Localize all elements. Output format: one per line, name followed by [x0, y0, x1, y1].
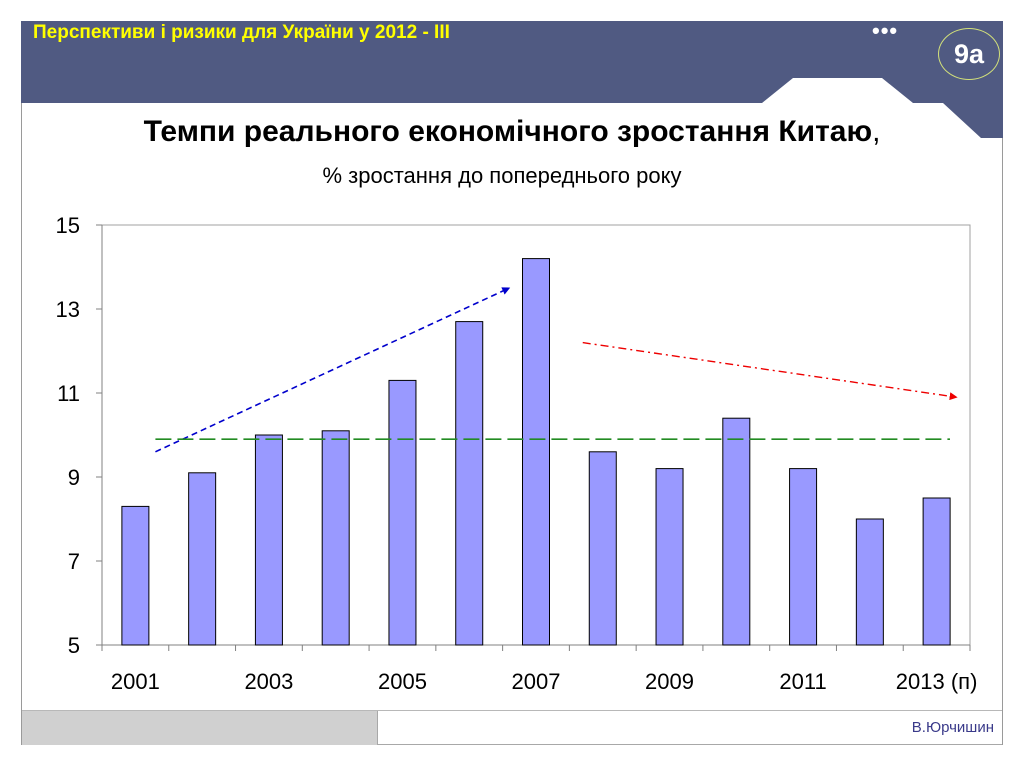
chart-title-suffix: , [872, 115, 881, 148]
bar [922, 497, 951, 646]
bar [388, 379, 417, 646]
author-label: В.Юрчишин [911, 719, 994, 736]
trend-up-arrow [155, 287, 511, 453]
x-tick-label: 2007 [512, 669, 561, 694]
footer-box: В.Юрчишин [377, 711, 1002, 745]
x-tick-label: 2001 [111, 669, 160, 694]
bar [855, 518, 884, 646]
x-tick-label: 2013 (п) [896, 669, 978, 694]
bar [522, 258, 550, 646]
bar [188, 472, 217, 646]
bar [722, 417, 751, 646]
slide-number-badge: 9a [938, 28, 1000, 80]
bar [655, 468, 684, 646]
x-tick-label: 2005 [378, 669, 427, 694]
y-tick-label: 11 [57, 381, 80, 406]
bar [588, 451, 617, 646]
bar [789, 468, 818, 646]
bar [321, 430, 350, 646]
chart-title: Темпи реального економічного зростання К… [0, 115, 1024, 149]
y-tick-label: 15 [56, 213, 80, 238]
x-tick-label: 2009 [645, 669, 694, 694]
bar [455, 321, 484, 646]
footer-band: В.Юрчишин [22, 710, 1002, 745]
x-tick-label: 2003 [244, 669, 293, 694]
chart-subtitle: % зростання до попереднього року [322, 163, 682, 188]
chart-title-text: Темпи реального економічного зростання К… [143, 115, 873, 148]
y-tick-label: 5 [68, 633, 80, 658]
header-band [21, 21, 1003, 138]
y-tick-label: 7 [68, 549, 80, 574]
bar [254, 434, 283, 646]
bar [121, 505, 150, 646]
y-tick-label: 13 [56, 297, 80, 322]
header-band-shape [21, 21, 1003, 138]
y-tick-label: 9 [68, 465, 80, 490]
header-title: Перспективи і ризики для України у 2012 … [33, 22, 450, 43]
x-tick-label: 2011 [779, 669, 826, 694]
more-dots-icon: ••• [872, 18, 899, 43]
